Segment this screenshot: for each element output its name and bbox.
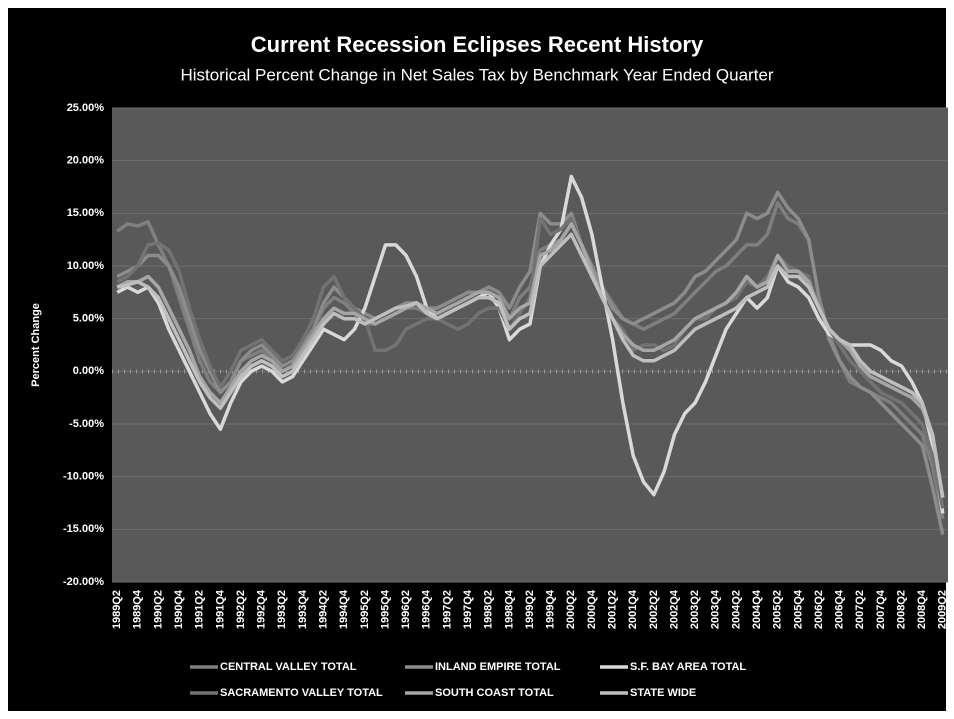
x-tick-label: 1996Q4 <box>421 589 433 629</box>
x-tick-label: 1992Q4 <box>256 589 268 629</box>
x-tick-label: 1991Q2 <box>194 590 206 629</box>
series-line <box>116 190 945 535</box>
x-tick-label: 1990Q2 <box>152 590 164 629</box>
x-tick-label: 2001Q4 <box>627 589 639 629</box>
y-tick-label: 10.00% <box>67 260 105 272</box>
y-tick-label: 20.00% <box>67 155 105 167</box>
series-line <box>116 232 945 498</box>
x-tick-label: 1990Q4 <box>173 589 185 629</box>
y-tick-label: -10.00% <box>63 471 104 483</box>
x-tick-label: 1989Q4 <box>132 589 144 629</box>
legend-label: SACRAMENTO VALLEY TOTAL <box>220 687 383 699</box>
y-tick-label: 25.00% <box>67 102 105 114</box>
y-tick-label: 15.00% <box>67 207 105 219</box>
x-tick-label: 1997Q2 <box>441 590 453 629</box>
legend-label: SOUTH COAST TOTAL <box>435 687 554 699</box>
x-tick-label: 2004Q2 <box>730 590 742 629</box>
x-tick-label: 1992Q2 <box>235 590 247 629</box>
x-tick-label: 1993Q4 <box>297 589 309 629</box>
plot-area <box>112 108 948 582</box>
chart-subtitle: Historical Percent Change in Net Sales T… <box>180 65 773 84</box>
y-tick-label: -20.00% <box>63 576 104 588</box>
x-tick-label: 1997Q4 <box>462 589 474 629</box>
x-tick-label: 2003Q2 <box>689 590 701 629</box>
x-tick-label: 2008Q2 <box>895 590 907 629</box>
x-tick-label: 2006Q4 <box>834 589 846 629</box>
x-tick-label: 2008Q4 <box>916 589 928 629</box>
x-tick-label: 2003Q4 <box>710 589 722 629</box>
x-tick-label: 1995Q2 <box>359 590 371 629</box>
x-tick-label: 2009Q2 <box>937 590 949 629</box>
y-tick-label: 0.00% <box>73 365 104 377</box>
legend-label: INLAND EMPIRE TOTAL <box>435 661 561 673</box>
y-tick-label: -15.00% <box>63 523 104 535</box>
x-tick-label: 1994Q4 <box>338 589 350 629</box>
y-tick-label: 5.00% <box>73 313 104 325</box>
x-tick-label: 2004Q4 <box>751 589 763 629</box>
x-tick-label: 1995Q4 <box>379 589 391 629</box>
legend-label: CENTRAL VALLEY TOTAL <box>220 661 357 673</box>
x-tick-label: 1998Q4 <box>503 589 515 629</box>
legend-label: STATE WIDE <box>630 687 696 699</box>
x-tick-label: 2000Q2 <box>565 590 577 629</box>
x-tick-label: 2005Q2 <box>772 590 784 629</box>
x-tick-label: 1998Q2 <box>483 590 495 629</box>
x-tick-label: 1994Q2 <box>317 590 329 629</box>
series-line <box>116 174 945 514</box>
x-tick-label: 2001Q2 <box>606 590 618 629</box>
x-tick-label: 2007Q4 <box>875 589 887 629</box>
x-tick-label: 2002Q2 <box>648 590 660 629</box>
x-tick-label: 2000Q4 <box>586 589 598 629</box>
y-axis-label: Percent Change <box>30 303 42 387</box>
x-tick-label: 1993Q2 <box>276 590 288 629</box>
x-tick-label: 1996Q2 <box>400 590 412 629</box>
x-tick-label: 1999Q2 <box>524 590 536 629</box>
chart-title: Current Recession Eclipses Recent Histor… <box>251 32 704 57</box>
legend-label: S.F. BAY AREA TOTAL <box>630 661 746 673</box>
x-tick-label: 1999Q4 <box>545 589 557 629</box>
x-tick-label: 2002Q4 <box>668 589 680 629</box>
x-tick-label: 1989Q2 <box>111 590 123 629</box>
x-tick-label: 2006Q2 <box>813 590 825 629</box>
x-tick-label: 2007Q2 <box>854 590 866 629</box>
x-tick-label: 2005Q4 <box>792 589 804 629</box>
series-line <box>116 222 945 498</box>
x-tick-label: 1991Q4 <box>214 589 226 629</box>
y-tick-label: -5.00% <box>69 418 104 430</box>
